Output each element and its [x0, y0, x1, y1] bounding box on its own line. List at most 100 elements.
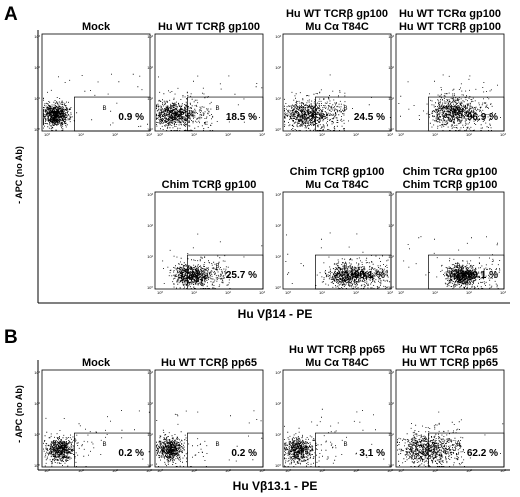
y-tick-label: 10²: [147, 223, 153, 228]
plot-title: Hu WT TCRα pp65: [402, 344, 498, 356]
facs-plot-A-5: 10³ 10² 10¹ 10⁰ 10⁰ 10¹ 10² 10³ B 25.7 %: [147, 191, 265, 295]
y-tick-label: 10³: [34, 34, 40, 39]
facs-plot-B-1: 10³ 10² 10¹ 10⁰ 10⁰ 10¹ 10² 10³ B 0.2 %: [34, 369, 152, 473]
x-tick-label: 10⁰: [285, 290, 291, 295]
gate-label: B: [215, 442, 219, 448]
x-tick-label: 10²: [112, 132, 118, 137]
x-tick-label: 10²: [112, 468, 118, 473]
gate-region: [74, 96, 151, 132]
y-tick-label: 10²: [388, 401, 394, 406]
plot-title: Chim TCRα gp100: [403, 166, 498, 178]
event-dots: [403, 236, 501, 289]
gate-region: [428, 254, 505, 290]
y-tick-label: 10¹: [275, 254, 281, 259]
x-tick-label: 10³: [387, 468, 393, 473]
gate-region: [315, 432, 392, 468]
x-tick-label: 10³: [500, 468, 506, 473]
plot-title: Hu WT TCRβ pp65: [402, 357, 498, 369]
x-tick-label: 10²: [466, 290, 472, 295]
panel-letter-a: A: [4, 4, 18, 25]
gate-label: B: [343, 264, 347, 270]
gate-label: B: [456, 442, 460, 448]
x-tick-label: 10⁰: [44, 132, 50, 137]
gate-percent: 0.2 %: [118, 448, 144, 459]
y-tick-label: 10¹: [275, 96, 281, 101]
event-dots: [397, 411, 504, 467]
gate-label: B: [343, 106, 347, 112]
gate-label: B: [343, 442, 347, 448]
y-tick-label: 10⁰: [147, 463, 153, 468]
facs-plot-A-3: 10³ 10² 10¹ 10⁰ 10⁰ 10¹ 10² 10³ B 24.5 %: [275, 33, 393, 137]
y-tick-label: 10⁰: [275, 463, 281, 468]
y-tick-label: 10¹: [147, 254, 153, 259]
y-tick-label: 10⁰: [388, 463, 394, 468]
facs-plot-B-2: 10³ 10² 10¹ 10⁰ 10⁰ 10¹ 10² 10³ B 0.2 %: [147, 369, 265, 473]
plot-title: Mock: [82, 21, 111, 33]
gate-percent: 24.5 %: [354, 112, 385, 123]
panel-a-y-axis-label: - APC (no Ab): [14, 146, 24, 204]
x-tick-label: 10⁰: [398, 290, 404, 295]
x-tick-label: 10¹: [432, 468, 438, 473]
x-tick-label: 10¹: [319, 468, 325, 473]
plot-frame: [395, 191, 505, 290]
plot-title: Mock: [82, 357, 111, 369]
y-tick-label: 10³: [34, 370, 40, 375]
facs-plot-B-3: 10³ 10² 10¹ 10⁰ 10⁰ 10¹ 10² 10³ B 3.1 %: [275, 369, 393, 473]
y-tick-label: 10⁰: [147, 285, 153, 290]
event-dots: [398, 74, 501, 131]
x-tick-label: 10⁰: [285, 468, 291, 473]
y-tick-label: 10¹: [388, 96, 394, 101]
y-tick-label: 10¹: [34, 96, 40, 101]
y-tick-label: 10⁰: [34, 127, 40, 132]
x-tick-label: 10¹: [432, 132, 438, 137]
plot-title: Chim TCRβ gp100: [162, 179, 257, 191]
x-tick-label: 10³: [500, 290, 506, 295]
y-tick-label: 10⁰: [275, 285, 281, 290]
y-tick-label: 10¹: [147, 96, 153, 101]
y-tick-label: 10²: [275, 223, 281, 228]
x-tick-label: 10⁰: [157, 468, 163, 473]
panel-b-x-axis-label: Hu Vβ13.1 - PE: [233, 479, 318, 493]
plot-title: Hu WT TCRβ pp65: [289, 344, 385, 356]
plot-title: Chim TCRβ gp100: [403, 179, 498, 191]
plot-frame: [154, 33, 264, 132]
x-tick-label: 10³: [259, 290, 265, 295]
x-tick-label: 10¹: [319, 290, 325, 295]
y-tick-label: 10³: [388, 370, 394, 375]
panel-b-y-axis-label: - APC (no Ab): [14, 385, 24, 443]
x-tick-label: 10¹: [78, 132, 84, 137]
x-tick-label: 10⁰: [157, 132, 163, 137]
x-tick-label: 10¹: [191, 132, 197, 137]
facs-plot-A-2: 10³ 10² 10¹ 10⁰ 10⁰ 10¹ 10² 10³ B 18.5 %: [147, 33, 265, 137]
x-tick-label: 10²: [225, 468, 231, 473]
axes-layer: 10³ 10² 10¹ 10⁰ 10⁰ 10¹ 10² 10³ B 0.9 % 10³ 10² 10¹ 1…: [34, 30, 510, 473]
plot-title: Hu WT TCRβ gp100: [286, 8, 388, 20]
event-dots: [284, 408, 385, 467]
gate-percent: 3.1 %: [359, 448, 385, 459]
y-tick-label: 10³: [388, 192, 394, 197]
gate-percent: 0.9 %: [118, 112, 144, 123]
x-tick-label: 10³: [387, 290, 393, 295]
x-tick-label: 10²: [353, 468, 359, 473]
gate-region: [187, 432, 264, 468]
gate-percent: 0.2 %: [231, 448, 257, 459]
plot-title: Mu Cα T84C: [305, 357, 369, 369]
gate-percent: 18.5 %: [226, 112, 257, 123]
y-tick-label: 10⁰: [147, 127, 153, 132]
plot-title: Chim TCRβ gp100: [290, 166, 385, 178]
x-tick-label: 10⁰: [398, 468, 404, 473]
y-tick-label: 10³: [147, 192, 153, 197]
gate-label: B: [456, 264, 460, 270]
plot-title: Hu WT TCRβ gp100: [399, 21, 501, 33]
x-tick-label: 10⁰: [157, 290, 163, 295]
gate-percent: 25.7 %: [226, 270, 257, 281]
panel-letter-b: B: [4, 327, 18, 348]
x-tick-label: 10³: [500, 132, 506, 137]
y-tick-label: 10²: [388, 223, 394, 228]
facs-plot-B-4: 10³ 10² 10¹ 10⁰ 10⁰ 10¹ 10² 10³ B 62.2 %: [388, 369, 506, 473]
plot-title: Mu Cα T84C: [305, 21, 369, 33]
dots-layer: [43, 73, 504, 467]
plot-title: Hu WT TCRβ pp65: [161, 357, 257, 369]
x-tick-label: 10⁰: [44, 468, 50, 473]
